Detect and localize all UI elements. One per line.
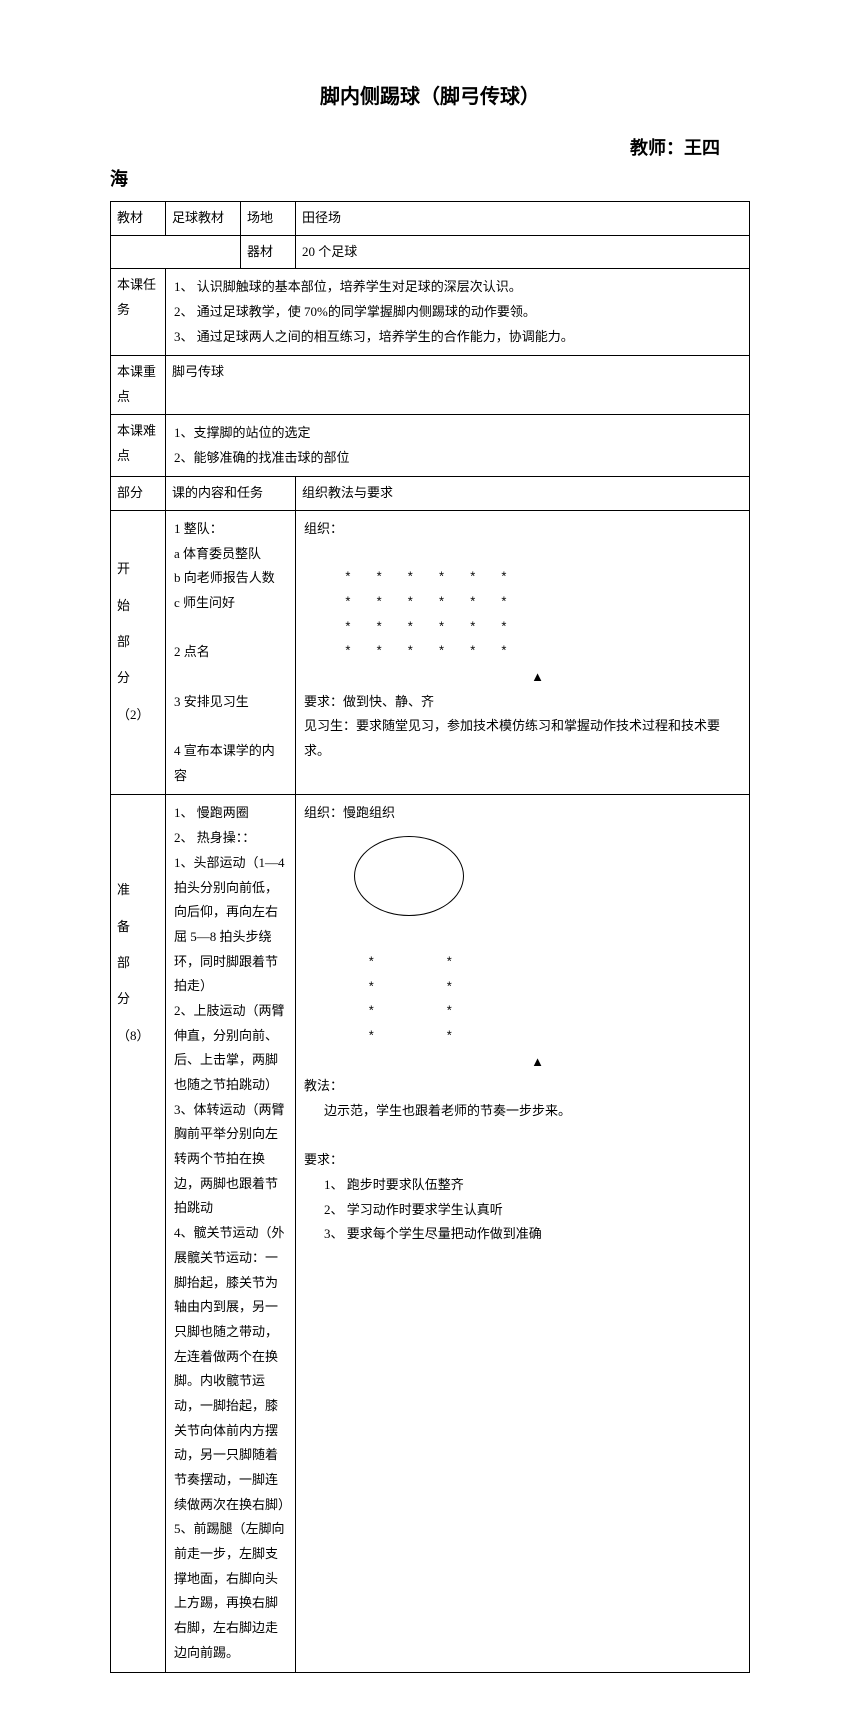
- qicai-value: 20 个足球: [296, 235, 750, 269]
- nandian-1: 1、支撑脚的站位的选定: [174, 421, 741, 446]
- hai-text: 海: [110, 165, 750, 191]
- header-bufen: 部分: [111, 477, 166, 511]
- kaishi-content: 1 整队： a 体育委员整队 b 向老师报告人数 c 师生问好 2 点名 3 安…: [166, 510, 296, 795]
- header-zhongdian: 本课重点: [111, 356, 166, 414]
- kaishi-method: 组织： * * * * * * * * * * * * * * * * * * …: [296, 510, 750, 795]
- header-changdi: 场地: [241, 202, 296, 236]
- nandian-cell: 1、支撑脚的站位的选定 2、能够准确的找准击球的部位: [166, 414, 750, 476]
- formation-pairs: * * * * * * * *: [304, 926, 741, 1049]
- lesson-table: 教材 足球教材 场地 田径场 器材 20 个足球 本课任务 1、 认识脚触球的基…: [110, 201, 750, 1673]
- tasks-cell: 1、 认识脚触球的基本部位，培养学生对足球的深层次认识。 2、 通过足球教学，使…: [166, 269, 750, 356]
- zhongdian-value: 脚弓传球: [166, 356, 750, 414]
- task-3: 3、 通过足球两人之间的相互练习，培养学生的合作能力，协调能力。: [174, 325, 741, 350]
- nandian-2: 2、能够准确的找准击球的部位: [174, 446, 741, 471]
- header-nandian: 本课难点: [111, 414, 166, 476]
- zhunbei-label: 准 备 部 分 （8）: [111, 795, 166, 1672]
- triangle-icon: ▲: [304, 665, 741, 690]
- page-title: 脚内侧踢球（脚弓传球）: [110, 80, 750, 109]
- header-jiaocai: 教材: [111, 202, 166, 236]
- oval-icon: [354, 836, 464, 916]
- teacher-label: 教师：王四: [110, 134, 750, 160]
- header-renwu: 本课任务: [111, 269, 166, 356]
- triangle-icon-2: ▲: [304, 1050, 741, 1075]
- jiaocai-value: 足球教材: [166, 202, 241, 236]
- header-content: 课的内容和任务: [166, 477, 296, 511]
- formation-stars: * * * * * * * * * * * * * * * * * * * * …: [304, 542, 741, 665]
- zhunbei-method: 组织：慢跑组织 * * * * * * * * ▲ 教法： 边示范，学生也跟着老…: [296, 795, 750, 1672]
- task-1: 1、 认识脚触球的基本部位，培养学生对足球的深层次认识。: [174, 275, 741, 300]
- header-method: 组织教法与要求: [296, 477, 750, 511]
- task-2: 2、 通过足球教学，使 70%的同学掌握脚内侧踢球的动作要领。: [174, 300, 741, 325]
- zhunbei-content: 1、 慢跑两圈 2、 热身操：： 1、头部运动（1—4 拍头分别向前低，向后仰，…: [166, 795, 296, 1672]
- changdi-value: 田径场: [296, 202, 750, 236]
- kaishi-label: 开 始 部 分 （2）: [111, 510, 166, 795]
- header-qicai: 器材: [241, 235, 296, 269]
